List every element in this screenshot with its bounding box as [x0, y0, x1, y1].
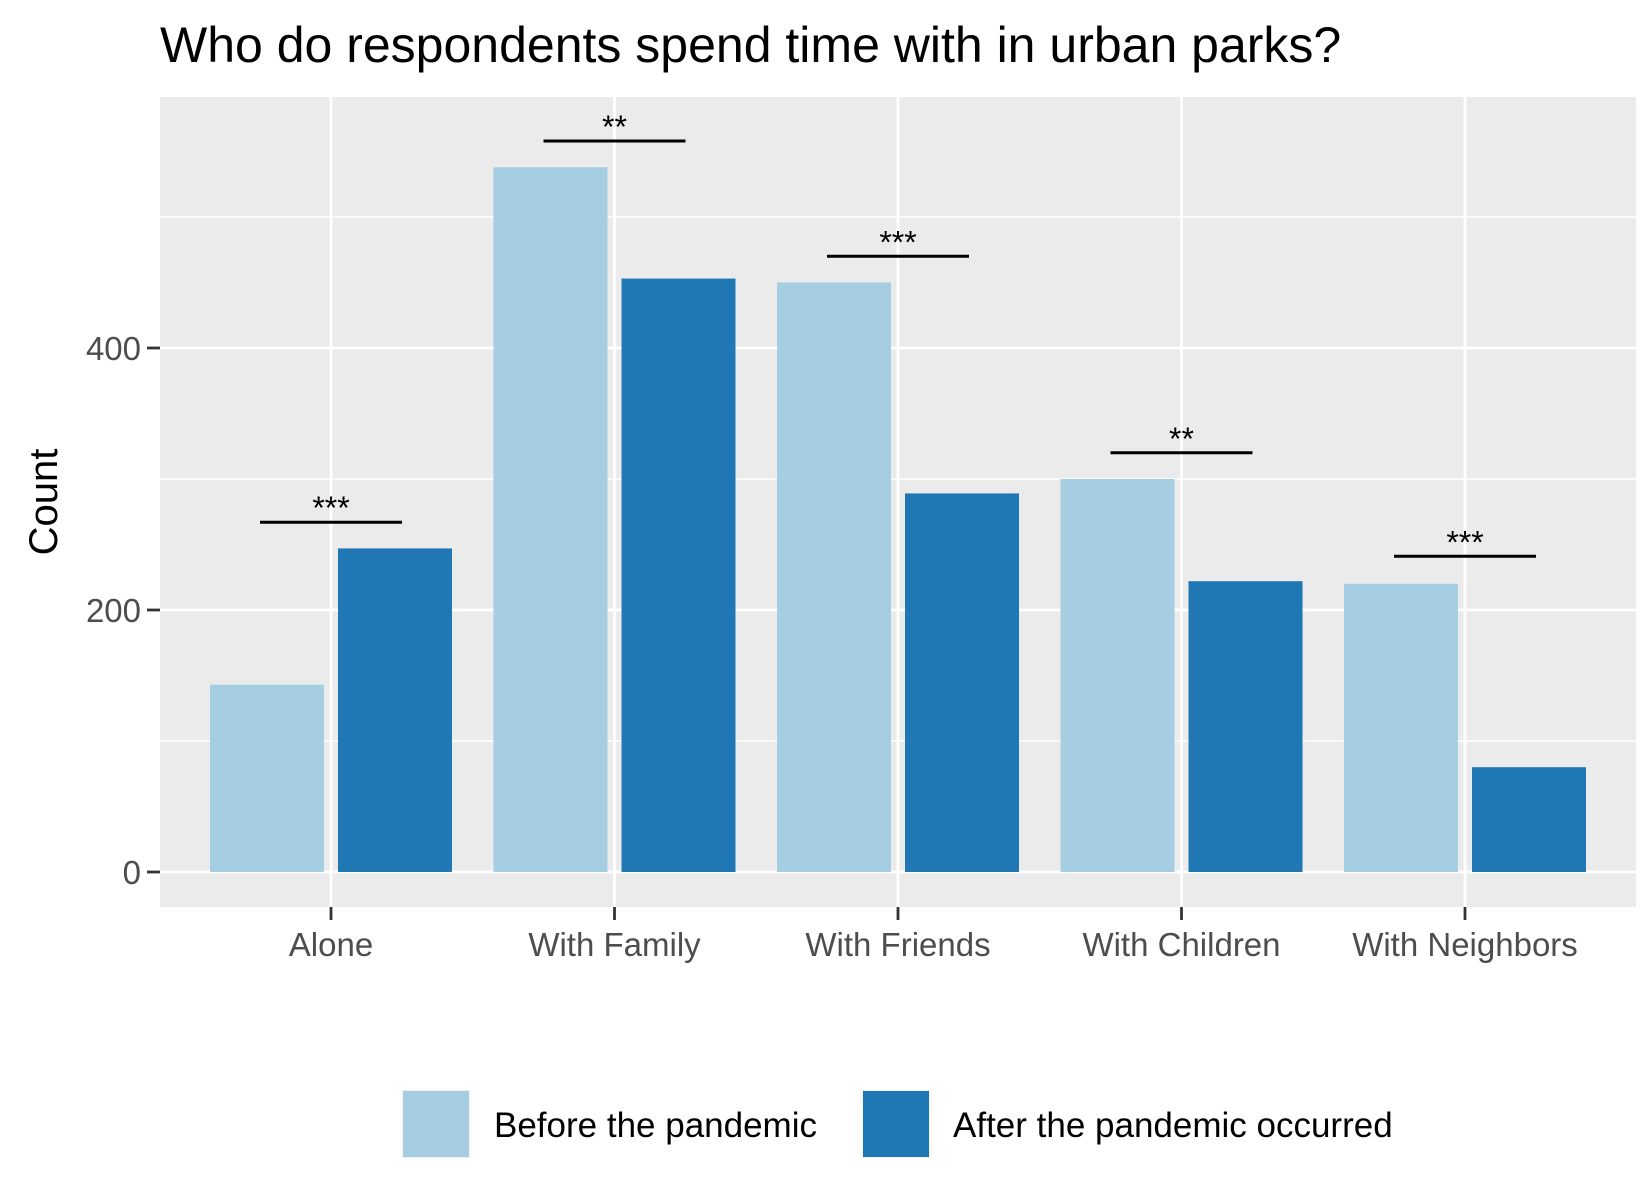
bar-before-4	[1344, 583, 1458, 872]
significance-label: **	[602, 109, 627, 145]
legend: Before the pandemic After the pandemic oc…	[402, 1090, 1393, 1158]
bar-before-3	[1060, 479, 1175, 872]
legend-key-swatch	[863, 1091, 929, 1157]
x-tick-label: With Friends	[805, 926, 990, 963]
bar-after-0	[338, 548, 452, 872]
significance-label: ***	[879, 224, 916, 260]
x-tick-label: With Children	[1082, 926, 1280, 963]
bar-before-0	[210, 684, 324, 872]
x-tick-label: With Neighbors	[1352, 926, 1578, 963]
bar-before-2	[777, 282, 891, 872]
significance-annotations: *************	[260, 109, 1536, 560]
bar-after-1	[621, 278, 736, 872]
bar-after-3	[1188, 581, 1303, 872]
y-tick-label: 0	[123, 854, 141, 891]
y-axis-title: Count	[22, 449, 66, 556]
legend-label: Before the pandemic	[494, 1106, 817, 1145]
grid-lines	[160, 97, 1636, 907]
bar-after-2	[905, 493, 1019, 872]
significance-label: ***	[312, 490, 349, 526]
x-tick-label: Alone	[289, 926, 373, 963]
legend-key-swatch	[403, 1091, 469, 1157]
y-tick-label: 200	[86, 592, 141, 629]
bar-before-1	[493, 167, 608, 873]
bars	[210, 167, 1586, 873]
x-tick-label: With Family	[528, 926, 701, 963]
axes: 0 200 400 Alone With Family With Friends With …	[86, 330, 1578, 963]
significance-label: ***	[1446, 524, 1483, 560]
chart-title: Who do respondents spend time with in ur…	[160, 17, 1341, 73]
y-tick-label: 400	[86, 330, 141, 367]
significance-label: **	[1169, 421, 1194, 457]
bar-after-4	[1472, 767, 1586, 872]
legend-label: After the pandemic occurred	[953, 1106, 1393, 1145]
